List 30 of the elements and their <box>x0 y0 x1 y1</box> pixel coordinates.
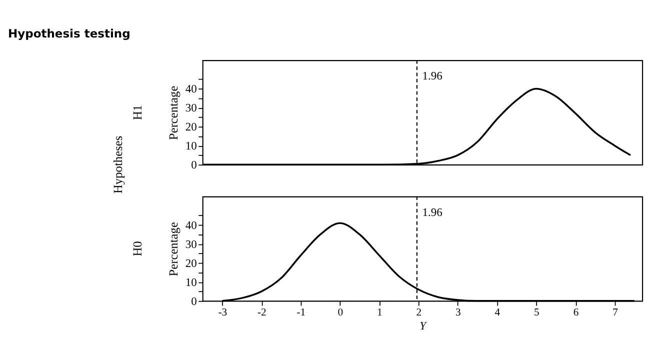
x-tick-label: 2 <box>416 308 422 319</box>
y-tick-label: 10 <box>185 276 198 289</box>
x-tick-label: 6 <box>573 308 579 319</box>
y-tick-label: 20 <box>185 258 198 270</box>
ref-line-label: 1.96 <box>422 70 443 83</box>
x-axis-title: Y <box>420 320 428 333</box>
ref-line-label: 1.96 <box>422 206 443 219</box>
y-tick-label: 0 <box>191 160 198 172</box>
y-tick-label: 40 <box>185 220 198 232</box>
x-tick-label: 5 <box>534 308 540 319</box>
x-tick-label: -3 <box>218 308 228 319</box>
x-tick-label: 0 <box>338 308 344 319</box>
x-tick-label: 4 <box>494 308 501 319</box>
y-axis-title: Percentage <box>166 85 180 140</box>
text: H1 <box>130 104 145 120</box>
text: H0 <box>130 241 145 256</box>
y-tick-label: 10 <box>185 140 198 153</box>
y-tick-label: 30 <box>185 102 198 115</box>
y-axis-title: Percentage <box>166 222 180 276</box>
text: Hypothesis testing <box>8 26 130 41</box>
x-tick-label: 1 <box>377 308 382 319</box>
x-tick-label: -2 <box>257 308 266 319</box>
x-tick-label: 7 <box>612 308 618 319</box>
y-tick-label: 30 <box>185 238 198 251</box>
x-tick-label: 3 <box>456 308 461 319</box>
y-tick-label: 20 <box>185 122 198 134</box>
x-tick-label: -1 <box>296 308 306 319</box>
y-tick-label: 40 <box>185 84 198 96</box>
y-tick-label: 0 <box>191 296 198 308</box>
text: Hypotheses <box>111 136 126 194</box>
